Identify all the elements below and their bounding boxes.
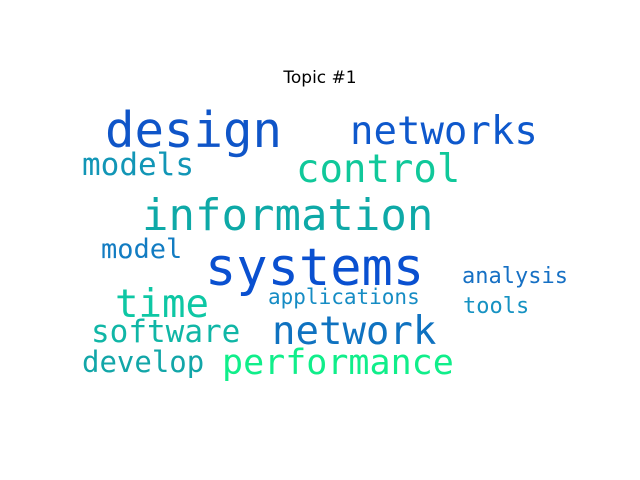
word-networks: networks — [350, 109, 538, 154]
word-tools: tools — [463, 294, 530, 319]
word-information: information — [142, 190, 434, 241]
word-systems: systems — [205, 238, 425, 298]
figure-title: Topic #1 — [283, 68, 357, 88]
word-model: model — [101, 234, 183, 265]
word-develop: develop — [82, 345, 205, 379]
word-control: control — [296, 147, 461, 192]
word-design: design — [105, 102, 283, 159]
word-performance: performance — [222, 343, 454, 383]
word-applications: applications — [268, 285, 420, 309]
word-software: software — [91, 314, 241, 350]
word-time: time — [115, 282, 209, 327]
word-network: network — [272, 309, 437, 354]
word-analysis: analysis — [462, 264, 568, 289]
word-models: models — [82, 147, 194, 183]
